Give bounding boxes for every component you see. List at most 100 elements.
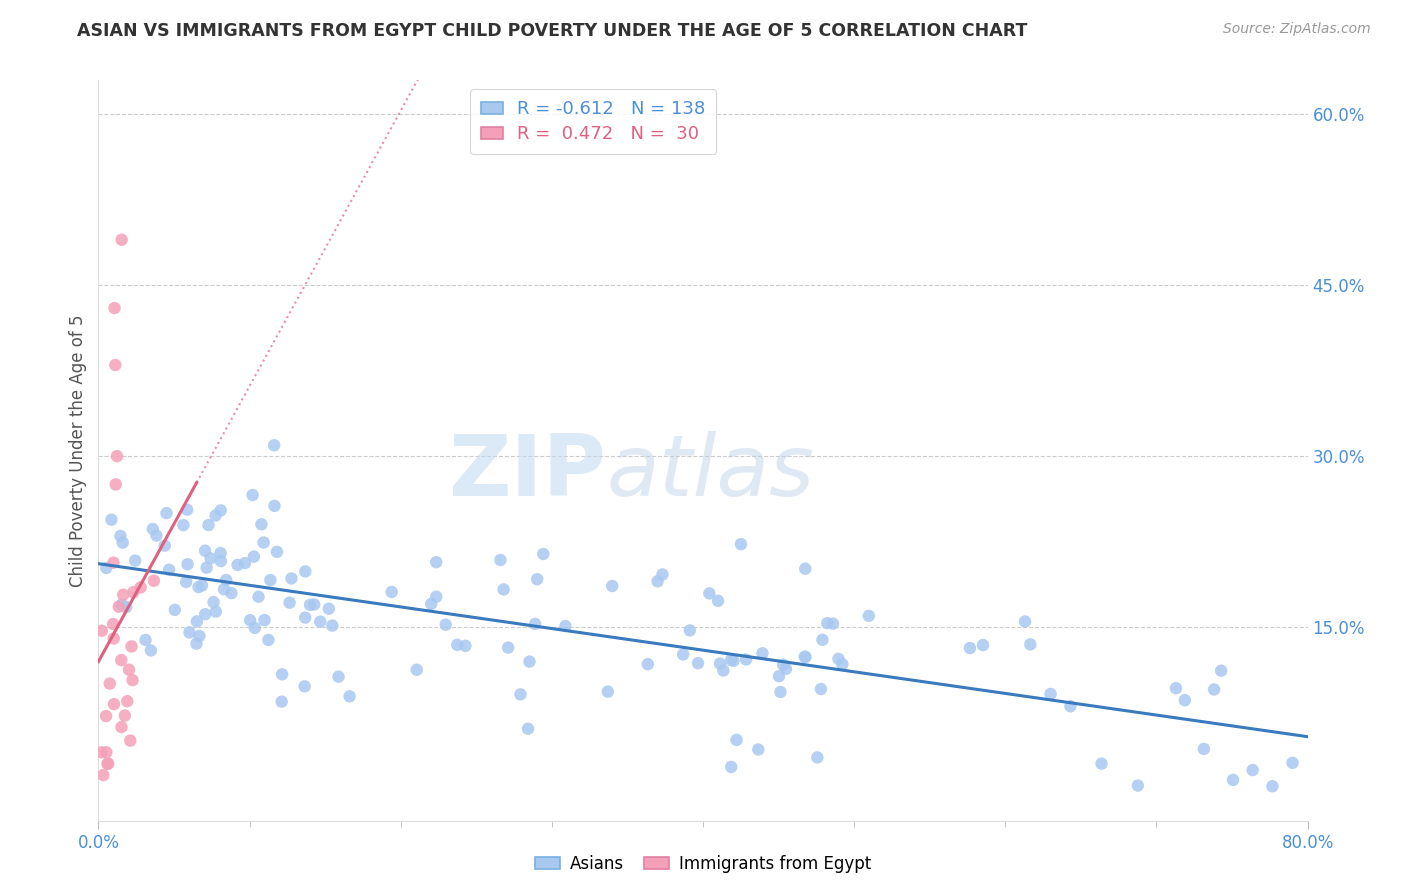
Point <box>446 638 468 652</box>
Point <box>821 616 844 631</box>
Point <box>174 574 197 589</box>
Point <box>1202 682 1225 697</box>
Point <box>1174 693 1197 707</box>
Point <box>711 664 734 678</box>
Point <box>212 582 235 597</box>
Point <box>1241 763 1264 777</box>
Point <box>1209 664 1232 678</box>
Point <box>524 616 547 631</box>
Point <box>651 567 673 582</box>
Point <box>827 652 849 666</box>
Point <box>176 502 198 516</box>
Point <box>94 709 117 723</box>
Point <box>139 643 162 657</box>
Point <box>172 518 194 533</box>
Legend: R = -0.612   N = 138, R =  0.472   N =  30: R = -0.612 N = 138, R = 0.472 N = 30 <box>470 89 716 154</box>
Point <box>110 653 132 667</box>
Point <box>195 560 218 574</box>
Point <box>509 687 531 701</box>
Point <box>142 574 165 588</box>
Point <box>163 603 186 617</box>
Point <box>101 617 124 632</box>
Point <box>489 553 512 567</box>
Point <box>405 663 427 677</box>
Point <box>239 613 262 627</box>
Point <box>280 571 302 585</box>
Point <box>810 681 832 696</box>
Point <box>104 358 127 372</box>
Point <box>204 508 226 523</box>
Point <box>266 545 288 559</box>
Point <box>768 669 790 683</box>
Point <box>294 610 316 624</box>
Point <box>233 556 256 570</box>
Point <box>1222 772 1244 787</box>
Point <box>221 586 243 600</box>
Point <box>90 624 112 638</box>
Point <box>454 639 477 653</box>
Point <box>252 535 274 549</box>
Point <box>187 580 209 594</box>
Point <box>554 619 576 633</box>
Point <box>96 745 118 759</box>
Point <box>858 608 880 623</box>
Point <box>811 632 834 647</box>
Point <box>98 676 121 690</box>
Point <box>686 656 709 670</box>
Point <box>519 655 541 669</box>
Point <box>425 555 447 569</box>
Point <box>110 720 132 734</box>
Point <box>699 586 721 600</box>
Point <box>242 488 264 502</box>
Point <box>100 513 122 527</box>
Point <box>186 637 208 651</box>
Point <box>112 588 135 602</box>
Point <box>194 607 217 622</box>
Point <box>135 632 157 647</box>
Point <box>142 522 165 536</box>
Point <box>96 561 118 575</box>
Point <box>747 742 769 756</box>
Y-axis label: Child Poverty Under the Age of 5: Child Poverty Under the Age of 5 <box>69 314 87 587</box>
Point <box>124 553 146 567</box>
Point <box>1192 742 1215 756</box>
Point <box>111 535 134 549</box>
Point <box>197 518 219 533</box>
Point <box>831 657 853 672</box>
Point <box>96 756 118 771</box>
Point <box>1019 637 1042 651</box>
Point <box>191 578 214 592</box>
Point <box>91 768 114 782</box>
Point <box>118 663 141 677</box>
Point <box>145 528 167 542</box>
Point <box>318 601 340 615</box>
Point <box>294 565 316 579</box>
Point <box>153 539 176 553</box>
Point <box>1039 687 1062 701</box>
Point <box>730 537 752 551</box>
Point <box>115 600 138 615</box>
Point <box>226 558 249 572</box>
Point <box>271 667 294 681</box>
Point <box>243 621 266 635</box>
Point <box>679 624 702 638</box>
Point <box>775 662 797 676</box>
Point <box>751 646 773 660</box>
Point <box>299 598 322 612</box>
Point <box>596 684 619 698</box>
Point <box>425 590 447 604</box>
Point <box>121 673 143 687</box>
Point <box>496 640 519 655</box>
Point <box>806 750 828 764</box>
Point <box>1281 756 1303 770</box>
Point <box>157 563 180 577</box>
Point <box>420 597 443 611</box>
Point <box>526 572 548 586</box>
Point <box>215 573 238 587</box>
Point <box>202 595 225 609</box>
Point <box>720 653 742 667</box>
Point <box>434 617 457 632</box>
Point <box>209 554 232 568</box>
Point <box>492 582 515 597</box>
Point <box>294 679 316 693</box>
